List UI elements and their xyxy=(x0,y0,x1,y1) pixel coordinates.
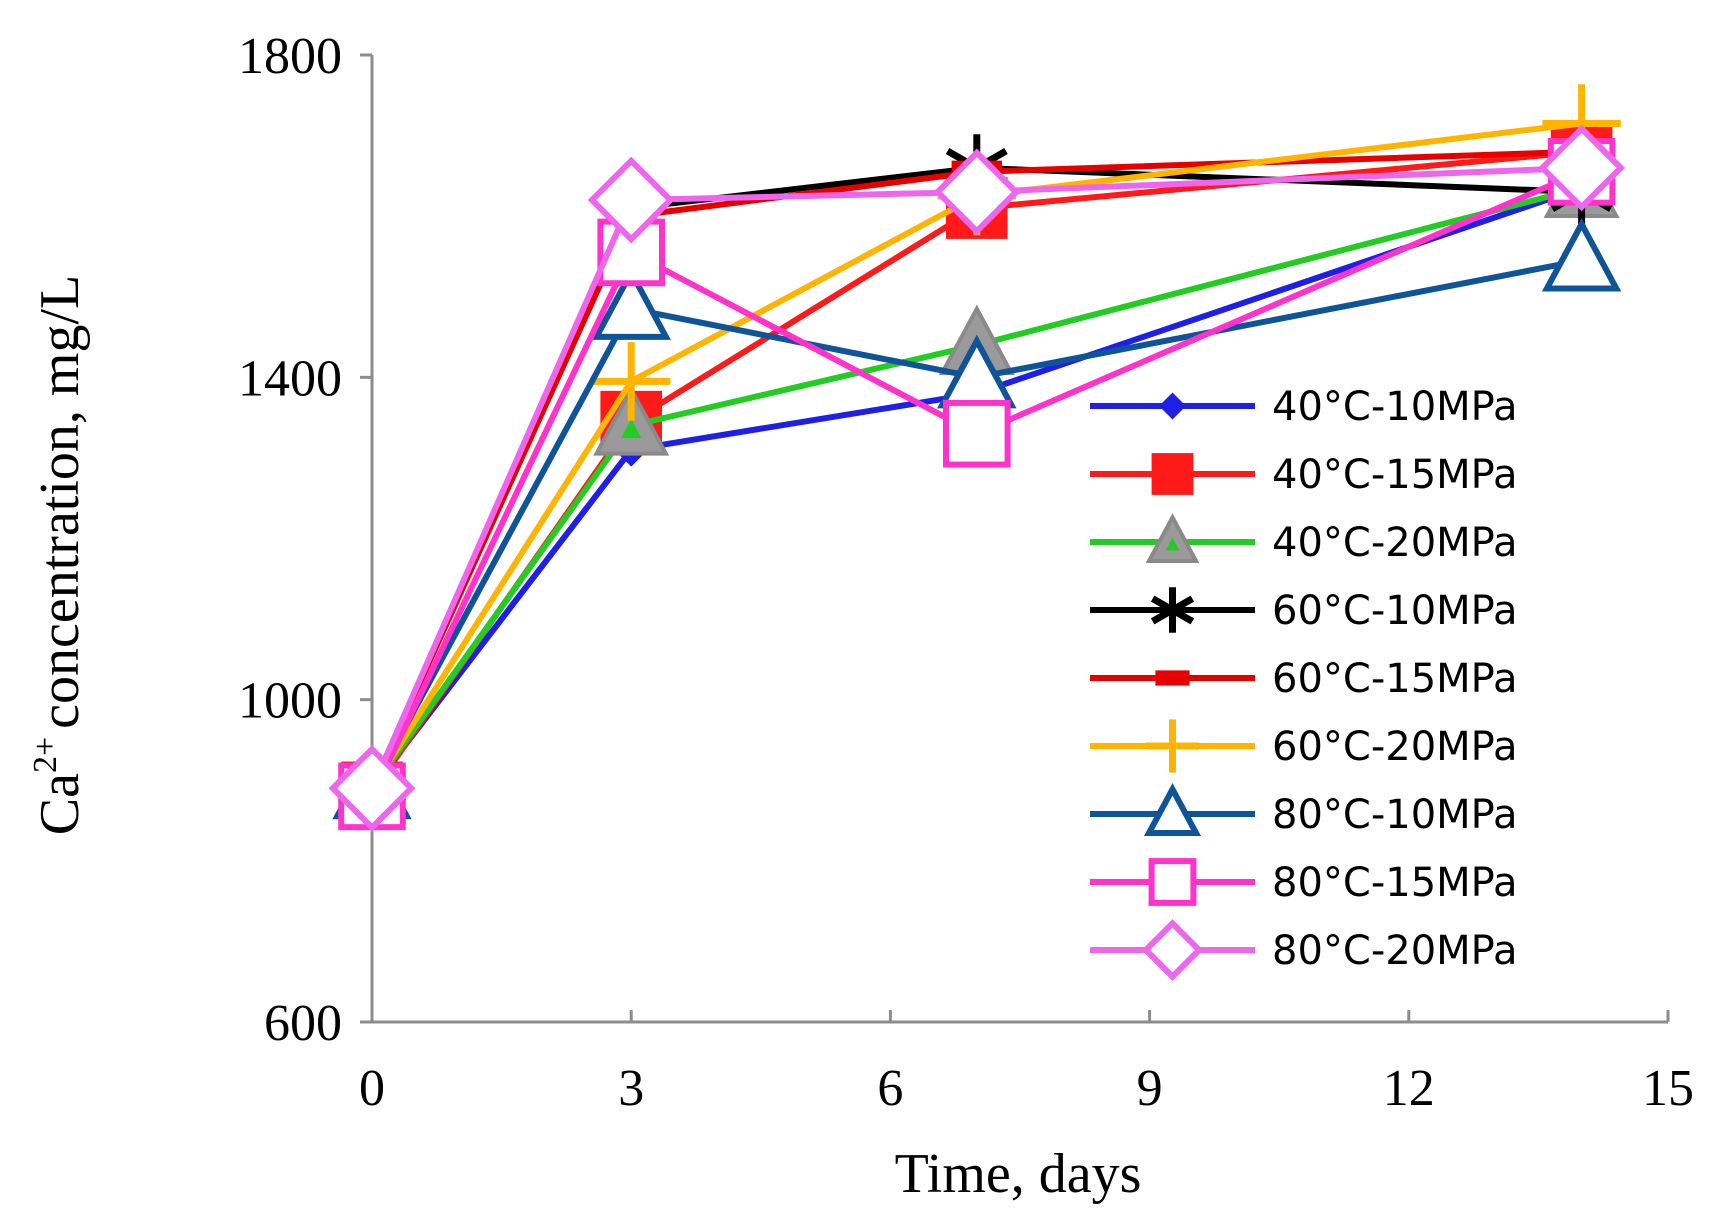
x-tick-label: 12 xyxy=(1383,1060,1435,1117)
data-point-marker xyxy=(591,266,671,340)
legend-label: 80°C-10MPa xyxy=(1272,792,1518,838)
data-point-marker xyxy=(1145,719,1200,773)
data-point-marker xyxy=(1158,392,1187,420)
y-tick-label: 1800 xyxy=(238,28,342,85)
y-tick-label: 1400 xyxy=(238,350,342,407)
x-tick-label: 0 xyxy=(359,1060,385,1117)
axes: 600 1000 1400 1800 0 3 6 9 12 15 xyxy=(238,28,1694,1117)
y-tick-label: 600 xyxy=(264,995,342,1052)
data-point-marker xyxy=(943,399,1011,468)
series-line xyxy=(369,164,1582,790)
data-point-marker xyxy=(587,156,675,244)
y-axis-title-superscript: 2+ xyxy=(27,737,64,773)
legend-entry: 80°C-10MPa xyxy=(1090,782,1518,838)
series-layer xyxy=(328,84,1626,832)
legend-label: 80°C-20MPa xyxy=(1272,928,1518,974)
y-axis-title-main: Ca xyxy=(29,773,91,835)
legend-label: 40°C-10MPa xyxy=(1272,384,1518,430)
legend-entry: 80°C-20MPa xyxy=(1090,919,1518,981)
x-tick-label: 15 xyxy=(1642,1060,1694,1117)
x-axis-title: Time, days xyxy=(895,1143,1142,1205)
y-axis-title-rest: concentration, mg/L xyxy=(29,275,91,729)
data-point-marker xyxy=(1151,453,1194,495)
data-point-marker xyxy=(1141,919,1204,981)
legend-label: 40°C-20MPa xyxy=(1272,520,1518,566)
x-tick-label: 3 xyxy=(618,1060,644,1117)
legend-entry: 60°C-15MPa xyxy=(1090,656,1518,702)
data-point-marker xyxy=(1538,124,1626,212)
data-point-marker xyxy=(592,342,671,421)
legend-label: 60°C-20MPa xyxy=(1272,724,1518,770)
legend-entry: 40°C-15MPa xyxy=(1090,452,1518,498)
x-tick-label: 6 xyxy=(877,1060,903,1117)
legend-entry: 40°C-20MPa xyxy=(1090,513,1518,566)
data-point-marker xyxy=(328,744,416,832)
data-point-marker xyxy=(1145,513,1200,563)
data-point-marker xyxy=(1541,217,1622,292)
data-point-marker xyxy=(1150,587,1195,633)
legend-entry: 60°C-20MPa xyxy=(1090,719,1518,773)
data-point-marker xyxy=(593,385,670,456)
series-line xyxy=(369,185,1583,791)
series-9 xyxy=(328,124,1626,832)
series-line xyxy=(369,169,1583,798)
legend-label: 60°C-10MPa xyxy=(1272,588,1518,634)
y-axis-title: Ca2+ concentration, mg/L xyxy=(27,275,91,835)
legend-entry: 60°C-10MPa xyxy=(1090,587,1518,634)
data-point-marker xyxy=(1148,858,1197,906)
data-point-marker xyxy=(933,148,1021,236)
legend-entry: 40°C-10MPa xyxy=(1090,384,1518,430)
legend-label: 40°C-15MPa xyxy=(1272,452,1518,498)
y-tick-label: 1000 xyxy=(238,673,342,730)
data-point-marker xyxy=(1143,782,1202,836)
series-line xyxy=(369,120,1582,790)
x-tick-label: 9 xyxy=(1137,1060,1163,1117)
legend-label: 80°C-15MPa xyxy=(1272,860,1518,906)
legend-label: 60°C-15MPa xyxy=(1272,656,1518,702)
series-line xyxy=(369,185,1583,791)
data-point-marker xyxy=(1155,670,1190,686)
legend-entry: 80°C-15MPa xyxy=(1090,858,1518,906)
legend: 40°C-10MPa 40°C-15MPa 40°C-20MPa 60°C-10MPa… xyxy=(1090,384,1518,981)
